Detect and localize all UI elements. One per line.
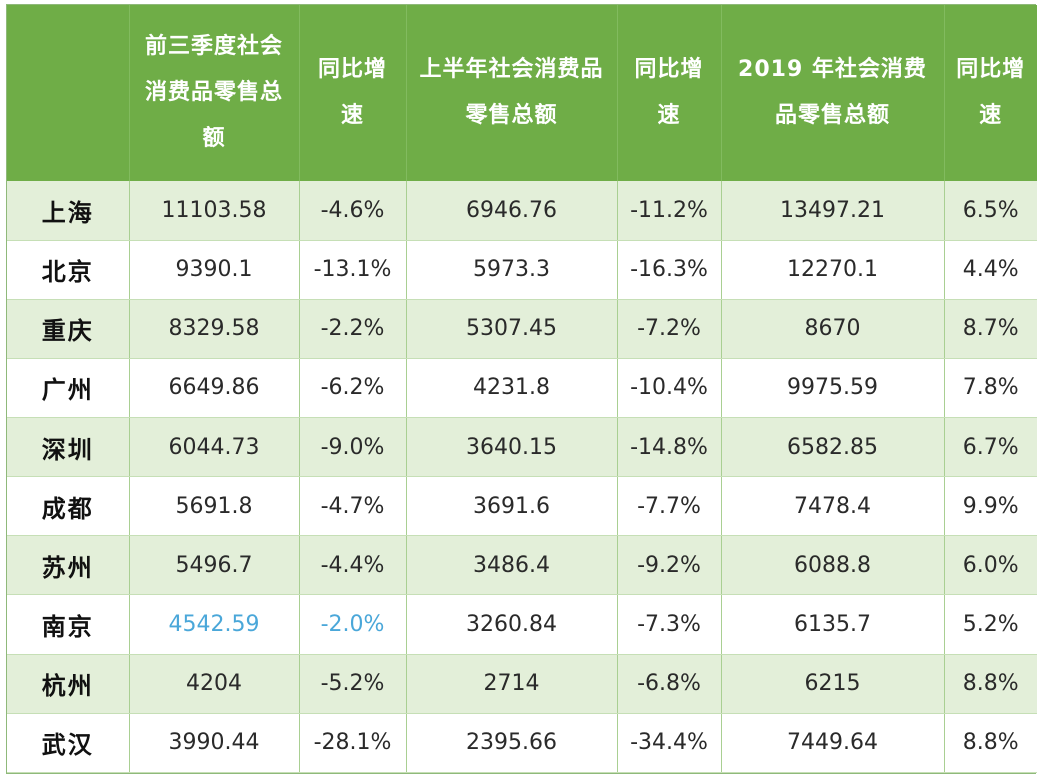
cell-q3-growth: -13.1% bbox=[299, 240, 407, 300]
city-name-cell: 上海 bbox=[7, 181, 130, 241]
cell-q3-growth: -4.7% bbox=[299, 476, 407, 537]
cell-q3-total: 9390.1 bbox=[129, 240, 300, 300]
cell-q3-growth: -5.2% bbox=[299, 654, 407, 714]
header-cell-2019-total: 2019 年社会消费品零售总额 bbox=[721, 5, 945, 181]
cell-h1-total: 2714 bbox=[406, 654, 618, 714]
city-name-cell: 成都 bbox=[7, 476, 130, 537]
city-name-cell: 苏州 bbox=[7, 535, 130, 596]
city-name-cell: 广州 bbox=[7, 358, 130, 419]
table-row: 武汉 3990.44 -28.1% 2395.66 -34.4% 7449.64 8.8% bbox=[7, 713, 1037, 774]
cell-2019-growth: 6.0% bbox=[944, 535, 1037, 596]
header-cell-h1-total: 上半年社会消费品零售总额 bbox=[406, 5, 618, 181]
header-cell-city bbox=[7, 5, 130, 181]
table-row: 重庆 8329.58 -2.2% 5307.45 -7.2% 8670 8.7% bbox=[7, 299, 1037, 359]
cell-2019-growth: 4.4% bbox=[944, 240, 1037, 300]
cell-2019-growth: 8.8% bbox=[944, 654, 1037, 714]
cell-h1-growth: -7.3% bbox=[617, 594, 722, 655]
cell-q3-growth: -4.4% bbox=[299, 535, 407, 596]
city-name-cell: 深圳 bbox=[7, 417, 130, 478]
cell-2019-total: 6088.8 bbox=[721, 535, 945, 596]
cell-2019-total: 12270.1 bbox=[721, 240, 945, 300]
cell-2019-growth: 8.7% bbox=[944, 299, 1037, 359]
cell-q3-growth: -9.0% bbox=[299, 417, 407, 478]
cell-2019-growth: 6.5% bbox=[944, 181, 1037, 241]
cell-q3-total[interactable]: 4542.59 bbox=[129, 594, 300, 655]
city-name-cell: 重庆 bbox=[7, 299, 130, 359]
cell-h1-growth: -34.4% bbox=[617, 713, 722, 774]
cell-q3-total: 8329.58 bbox=[129, 299, 300, 359]
cell-h1-growth: -7.2% bbox=[617, 299, 722, 359]
table-row: 上海 11103.58 -4.6% 6946.76 -11.2% 13497.21 6.5% bbox=[7, 181, 1037, 241]
city-name-cell: 武汉 bbox=[7, 713, 130, 774]
cell-q3-total: 6649.86 bbox=[129, 358, 300, 419]
cell-h1-growth: -11.2% bbox=[617, 181, 722, 241]
cell-2019-growth: 5.2% bbox=[944, 594, 1037, 655]
header-cell-2019-growth: 同比增速 bbox=[944, 5, 1037, 181]
table-row: 广州 6649.86 -6.2% 4231.8 -10.4% 9975.59 7.8% bbox=[7, 358, 1037, 419]
cell-q3-total: 4204 bbox=[129, 654, 300, 714]
cell-2019-total: 6215 bbox=[721, 654, 945, 714]
cell-2019-total: 6582.85 bbox=[721, 417, 945, 478]
cell-2019-growth: 6.7% bbox=[944, 417, 1037, 478]
header-cell-q3-total: 前三季度社会消费品零售总额 bbox=[129, 5, 300, 181]
cell-q3-total: 5496.7 bbox=[129, 535, 300, 596]
table-row: 南京 4542.59 -2.0% 3260.84 -7.3% 6135.7 5.2% bbox=[7, 594, 1037, 655]
table-row: 北京 9390.1 -13.1% 5973.3 -16.3% 12270.1 4.4% bbox=[7, 240, 1037, 300]
cell-q3-growth[interactable]: -2.0% bbox=[299, 594, 407, 655]
cell-2019-total: 13497.21 bbox=[721, 181, 945, 241]
cell-h1-growth: -9.2% bbox=[617, 535, 722, 596]
cell-2019-total: 7478.4 bbox=[721, 476, 945, 537]
city-name-cell: 北京 bbox=[7, 240, 130, 300]
cell-h1-growth: -16.3% bbox=[617, 240, 722, 300]
cell-q3-total: 5691.8 bbox=[129, 476, 300, 537]
cell-h1-growth: -14.8% bbox=[617, 417, 722, 478]
cell-2019-growth: 7.8% bbox=[944, 358, 1037, 419]
table-row: 苏州 5496.7 -4.4% 3486.4 -9.2% 6088.8 6.0% bbox=[7, 535, 1037, 596]
cell-h1-total: 3640.15 bbox=[406, 417, 618, 478]
cell-q3-growth: -4.6% bbox=[299, 181, 407, 241]
cell-h1-growth: -10.4% bbox=[617, 358, 722, 419]
city-name-cell: 杭州 bbox=[7, 654, 130, 714]
table-row: 杭州 4204 -5.2% 2714 -6.8% 6215 8.8% bbox=[7, 654, 1037, 714]
cell-2019-growth: 9.9% bbox=[944, 476, 1037, 537]
cell-h1-total: 3260.84 bbox=[406, 594, 618, 655]
cell-h1-total: 2395.66 bbox=[406, 713, 618, 774]
cell-q3-total: 11103.58 bbox=[129, 181, 300, 241]
cell-q3-growth: -6.2% bbox=[299, 358, 407, 419]
header-cell-q3-growth: 同比增速 bbox=[299, 5, 407, 181]
cell-2019-growth: 8.8% bbox=[944, 713, 1037, 774]
table-body: 上海 11103.58 -4.6% 6946.76 -11.2% 13497.21 6.5%… bbox=[7, 181, 1037, 774]
cell-h1-total: 3691.6 bbox=[406, 476, 618, 537]
table-row: 深圳 6044.73 -9.0% 3640.15 -14.8% 6582.85 6.7% bbox=[7, 417, 1037, 478]
cell-q3-total: 6044.73 bbox=[129, 417, 300, 478]
cell-q3-growth: -2.2% bbox=[299, 299, 407, 359]
city-name-cell: 南京 bbox=[7, 594, 130, 655]
table-frame: 前三季度社会消费品零售总额 同比增速 上半年社会消费品零售总额 同比增速 201… bbox=[6, 4, 1037, 774]
cell-2019-total: 8670 bbox=[721, 299, 945, 359]
cell-2019-total: 9975.59 bbox=[721, 358, 945, 419]
cell-h1-growth: -6.8% bbox=[617, 654, 722, 714]
header-cell-h1-growth: 同比增速 bbox=[617, 5, 722, 181]
cell-2019-total: 7449.64 bbox=[721, 713, 945, 774]
cell-q3-growth: -28.1% bbox=[299, 713, 407, 774]
table-row: 成都 5691.8 -4.7% 3691.6 -7.7% 7478.4 9.9% bbox=[7, 476, 1037, 537]
cell-q3-total: 3990.44 bbox=[129, 713, 300, 774]
cell-h1-total: 5307.45 bbox=[406, 299, 618, 359]
table-header-row: 前三季度社会消费品零售总额 同比增速 上半年社会消费品零售总额 同比增速 201… bbox=[7, 5, 1037, 181]
cell-h1-total: 4231.8 bbox=[406, 358, 618, 419]
cell-h1-total: 3486.4 bbox=[406, 535, 618, 596]
cell-h1-growth: -7.7% bbox=[617, 476, 722, 537]
retail-sales-table: 前三季度社会消费品零售总额 同比增速 上半年社会消费品零售总额 同比增速 201… bbox=[7, 5, 1037, 774]
cell-h1-total: 5973.3 bbox=[406, 240, 618, 300]
cell-2019-total: 6135.7 bbox=[721, 594, 945, 655]
cell-h1-total: 6946.76 bbox=[406, 181, 618, 241]
